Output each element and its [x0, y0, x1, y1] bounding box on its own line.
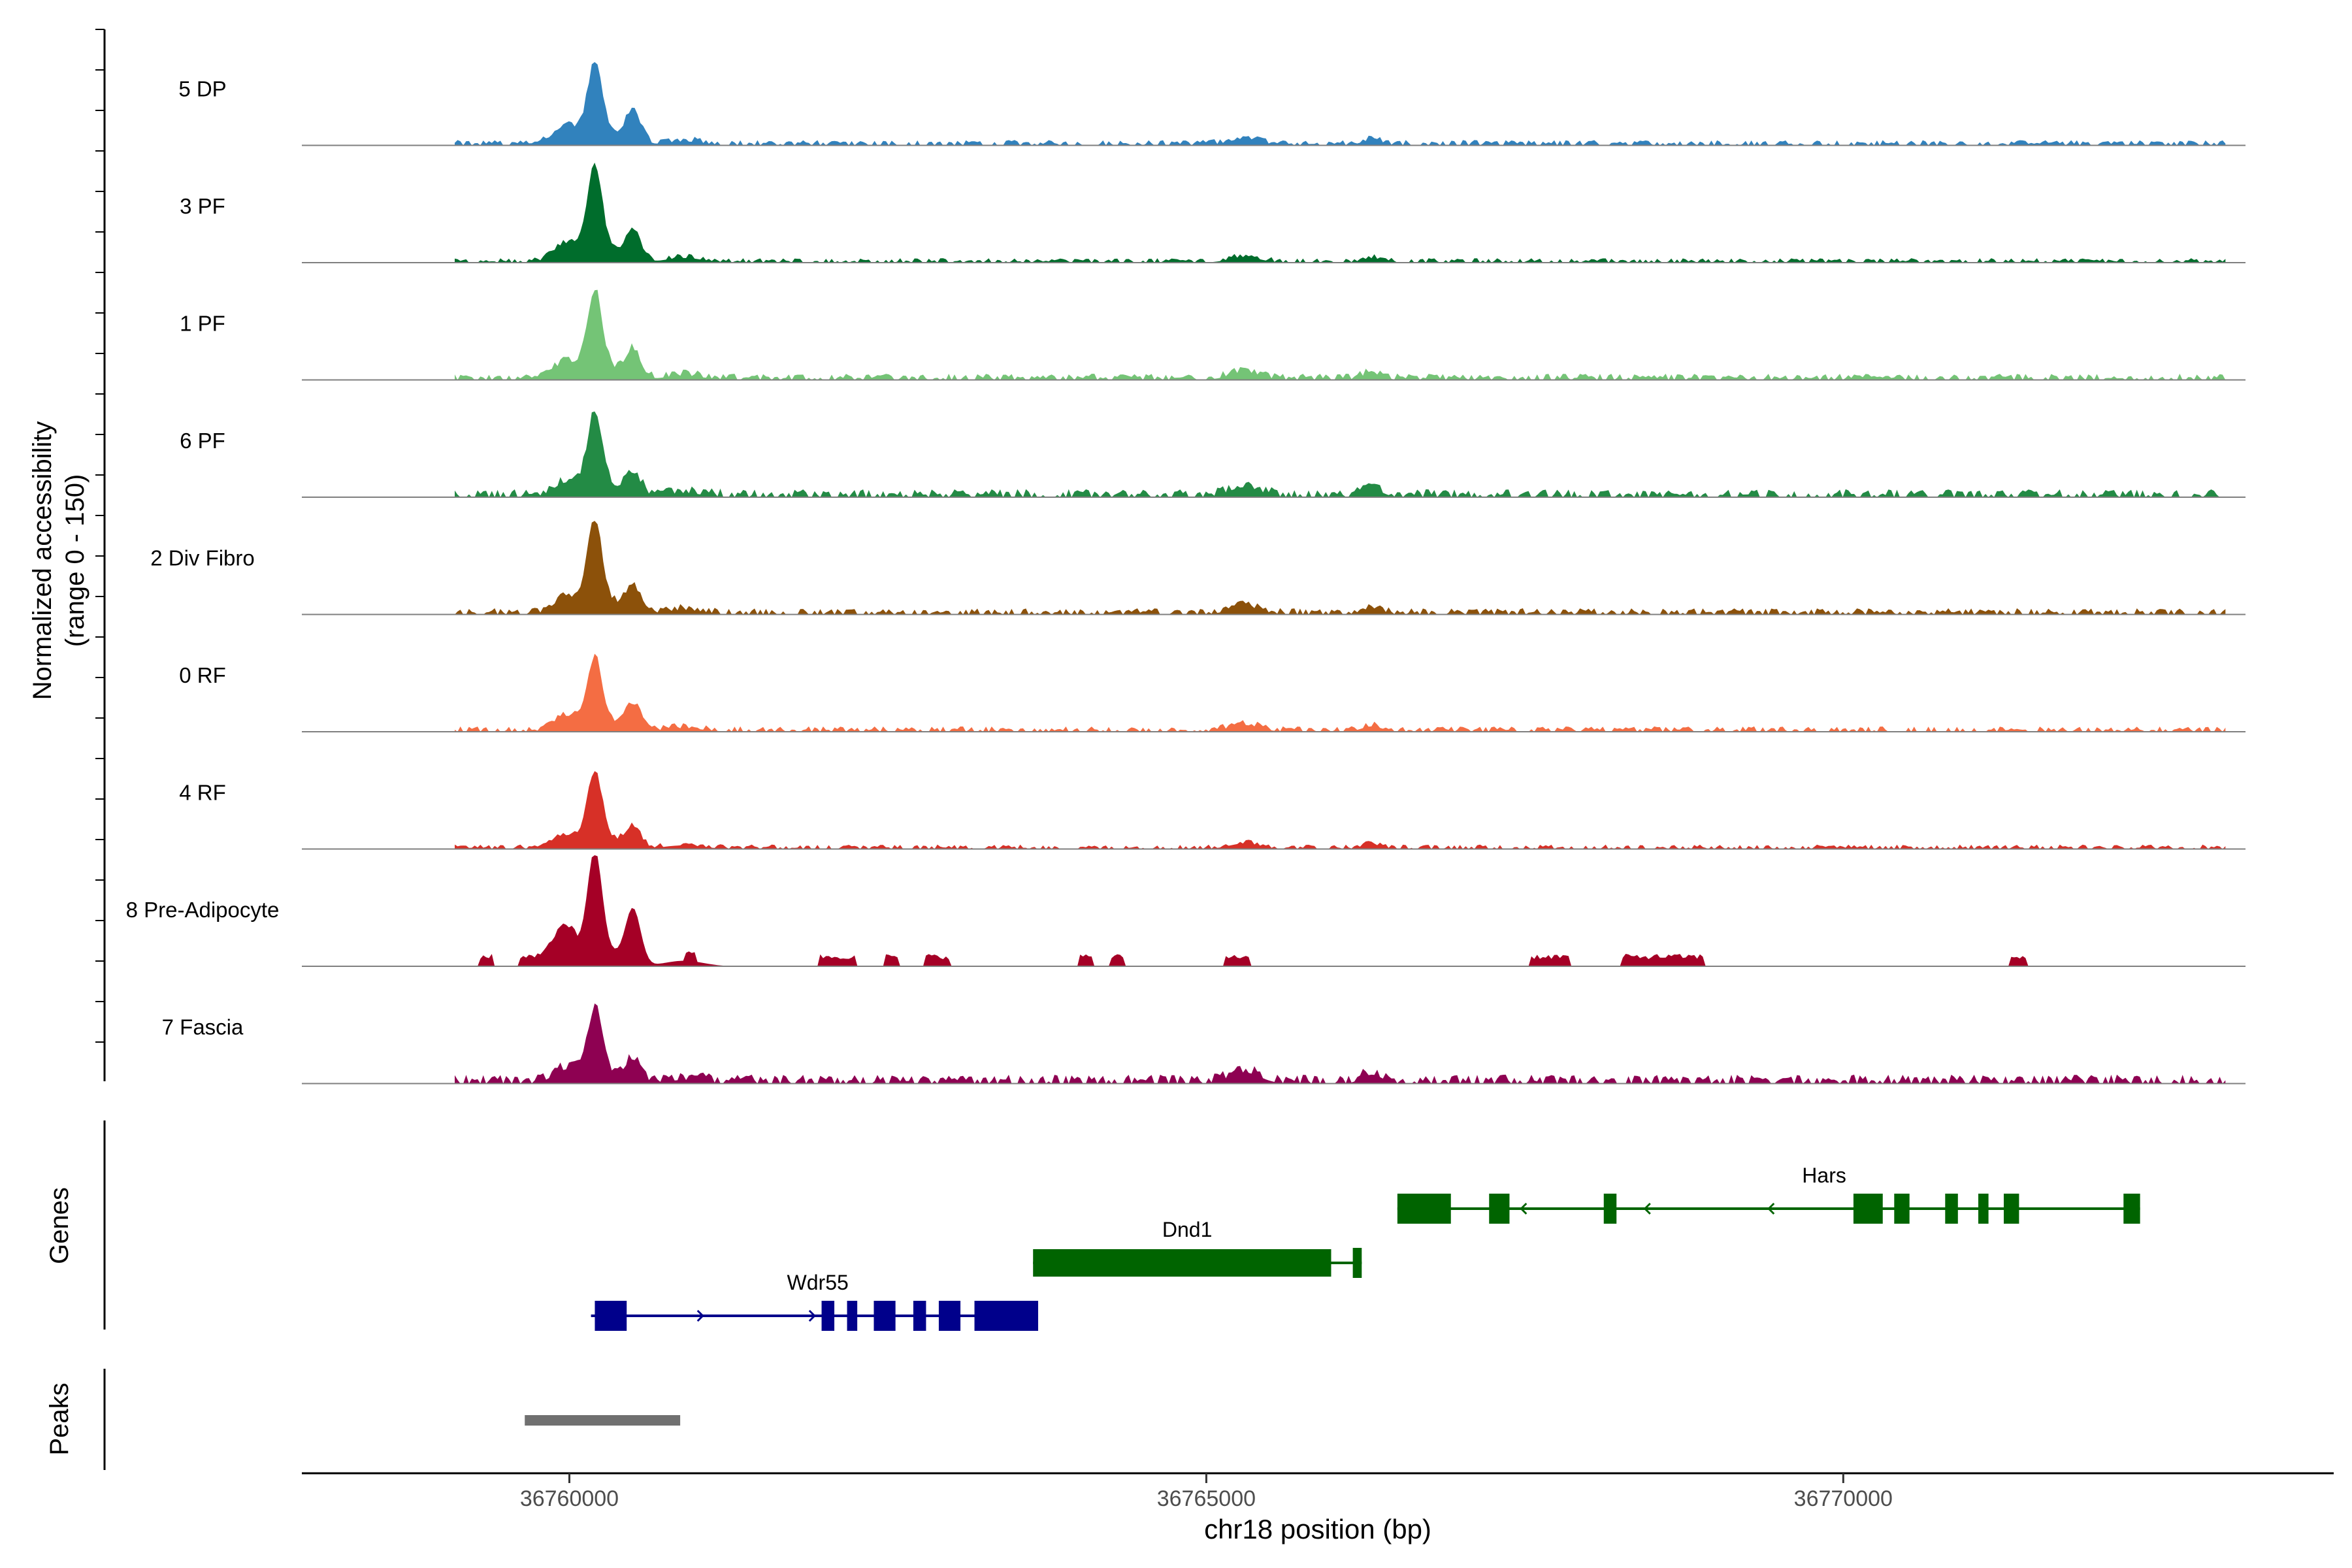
- track-8-pre-adipocyte: 8 Pre-Adipocyte: [126, 855, 2246, 967]
- gene-exon: [2003, 1194, 2019, 1224]
- gene-exon: [1894, 1194, 1910, 1224]
- coverage-area: [455, 771, 2226, 849]
- accessibility-tracks: 5 DP 3 PF 1 PF 6 PF 2 Div Fibro 0 RF 4 RF 8 Pre…: [126, 62, 2246, 1085]
- track-label: 1 PF: [180, 312, 225, 336]
- gene-label: Dnd1: [1162, 1218, 1213, 1241]
- gene-exon: [847, 1301, 858, 1331]
- coverage-area: [455, 653, 2226, 732]
- gene-exon: [913, 1301, 926, 1331]
- coverage-area: [455, 1003, 2226, 1084]
- gene-exon: [938, 1301, 961, 1331]
- gene-exon: [874, 1301, 896, 1331]
- gene-exon: [974, 1301, 1039, 1331]
- y-axis-ticks: [95, 29, 105, 1043]
- track-4-rf: 4 RF: [179, 771, 2246, 850]
- track-0-rf: 0 RF: [179, 653, 2246, 732]
- gene-exon: [1853, 1194, 1883, 1224]
- gene-annotations: Hars Dnd1 Wdr55: [591, 1164, 2140, 1331]
- gene-exon: [1945, 1194, 1958, 1224]
- gene-exon: [595, 1301, 627, 1331]
- peak-bar: [525, 1415, 681, 1426]
- track-label: 7 Fascia: [162, 1015, 244, 1039]
- peak-regions: [525, 1415, 681, 1426]
- gene-label: Wdr55: [787, 1271, 849, 1294]
- track-label: 6 PF: [180, 429, 225, 453]
- coverage-area: [455, 289, 2226, 380]
- gene-exon: [1397, 1194, 1451, 1224]
- y-axis: [95, 29, 106, 1081]
- x-tick-label: 36760000: [520, 1486, 619, 1511]
- gene-label: Hars: [1802, 1164, 1846, 1187]
- track-label: 4 RF: [179, 781, 226, 805]
- strand-arrow: [696, 1309, 704, 1322]
- gene-exon: [821, 1301, 835, 1331]
- genes-panel-label: Genes: [45, 1187, 74, 1264]
- gene-dnd1: Dnd1: [1033, 1218, 1362, 1278]
- track-1-pf: 1 PF: [180, 289, 2246, 381]
- gene-exon: [1978, 1194, 1989, 1224]
- track-3-pf: 3 PF: [180, 162, 2246, 263]
- track-label: 2 Div Fibro: [150, 546, 255, 570]
- gene-exon: [1603, 1194, 1617, 1224]
- strand-arrow: [1767, 1202, 1775, 1215]
- strand-arrow: [808, 1309, 816, 1322]
- coverage-area: [455, 411, 2226, 497]
- track-5-dp: 5 DP: [178, 62, 2246, 146]
- track-label: 0 RF: [179, 663, 226, 687]
- gene-exon: [1033, 1249, 1331, 1277]
- track-7-fascia: 7 Fascia: [162, 1003, 2246, 1085]
- gene-exon: [1489, 1194, 1510, 1224]
- coverage-area: [455, 521, 2226, 615]
- coverage-area: [455, 62, 2226, 146]
- x-tick-label: 36770000: [1794, 1486, 1893, 1511]
- track-6-pf: 6 PF: [180, 411, 2246, 498]
- track-label: 3 PF: [180, 194, 225, 218]
- coverage-area: [455, 162, 2226, 263]
- strand-arrow: [1643, 1202, 1651, 1215]
- gene-exon: [2123, 1194, 2140, 1224]
- gene-exon: [1352, 1248, 1362, 1278]
- peaks-panel-label: Peaks: [45, 1382, 74, 1455]
- track-2-div-fibro: 2 Div Fibro: [150, 521, 2246, 615]
- strand-arrow: [1520, 1202, 1527, 1215]
- x-tick-label: 36765000: [1157, 1486, 1256, 1511]
- gene-hars: Hars: [1397, 1164, 2140, 1224]
- gene-wdr55: Wdr55: [591, 1271, 1039, 1331]
- coverage-area: [455, 855, 2226, 966]
- y-axis-title-line2: (range 0 - 150): [61, 474, 90, 647]
- track-label: 5 DP: [178, 77, 226, 101]
- y-axis-title-line1: Normalized accessibility: [28, 421, 57, 700]
- track-label: 8 Pre-Adipocyte: [126, 898, 280, 922]
- x-axis-ticks: 36760000 36765000 36770000: [520, 1473, 1893, 1511]
- x-axis-title: chr18 position (bp): [1204, 1514, 1431, 1544]
